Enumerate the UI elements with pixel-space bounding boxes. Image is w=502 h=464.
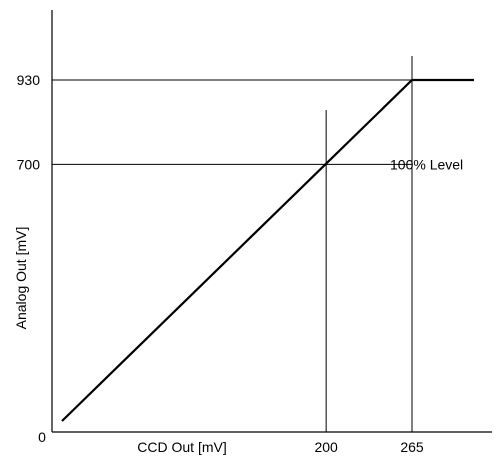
y-tick-label: 700 xyxy=(17,156,41,172)
y-axis-label: Analog Out [mV] xyxy=(13,227,29,330)
x-tick-label: 200 xyxy=(314,439,338,455)
annotation-label: 100% Level xyxy=(390,156,463,172)
origin-label: 0 xyxy=(38,429,46,445)
x-axis-label: CCD Out [mV] xyxy=(137,439,226,455)
reference-lines xyxy=(52,56,413,432)
x-tick-label: 265 xyxy=(400,439,424,455)
y-tick-label: 930 xyxy=(17,72,41,88)
series-line xyxy=(61,78,474,422)
